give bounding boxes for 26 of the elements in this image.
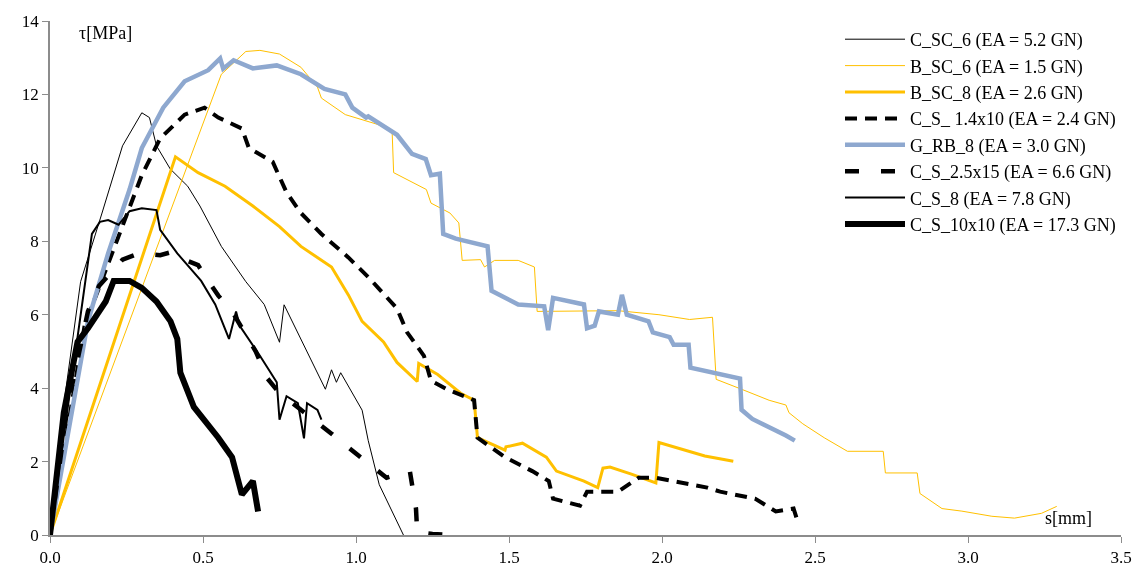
y-tick-label: 12: [21, 85, 39, 105]
x-tick-label: 3.0: [957, 548, 979, 568]
y-tick-label: 10: [21, 158, 39, 178]
y-tick-label: 2: [30, 452, 39, 472]
x-tick-label: 1.0: [345, 548, 367, 568]
legend-label: C_S_10x10 (EA = 17.3 GN): [910, 215, 1116, 237]
legend-label: G_RB_8 (EA = 3.0 GN): [910, 135, 1086, 157]
y-tick-label: 6: [30, 305, 39, 325]
legend-label: B_SC_6 (EA = 1.5 GN): [910, 56, 1083, 78]
legend-label: C_S_2.5x15 (EA = 6.6 GN): [910, 162, 1112, 184]
y-tick-label: 4: [30, 379, 40, 399]
x-tick-label: 1.5: [498, 548, 520, 568]
x-tick-label: 3.5: [1110, 548, 1132, 568]
y-axis-title: τ[MPa]: [79, 23, 133, 43]
x-tick-label: 2.0: [651, 548, 673, 568]
legend-label: C_S_ 1.4x10 (EA = 2.4 GN): [910, 109, 1116, 131]
x-tick-label: 2.5: [804, 548, 826, 568]
legend-label: B_SC_8 (EA = 2.6 GN): [910, 83, 1083, 105]
y-tick-label: 0: [30, 525, 39, 545]
x-tick-label: 0.5: [192, 548, 214, 568]
y-tick-label: 14: [21, 11, 40, 31]
legend-label: C_SC_6 (EA = 5.2 GN): [910, 30, 1083, 52]
y-tick-label: 8: [30, 232, 39, 252]
legend-label: C_S_8 (EA = 7.8 GN): [910, 188, 1071, 210]
x-tick-label: 0.0: [39, 548, 61, 568]
x-axis-title: s[mm]: [1045, 508, 1092, 528]
